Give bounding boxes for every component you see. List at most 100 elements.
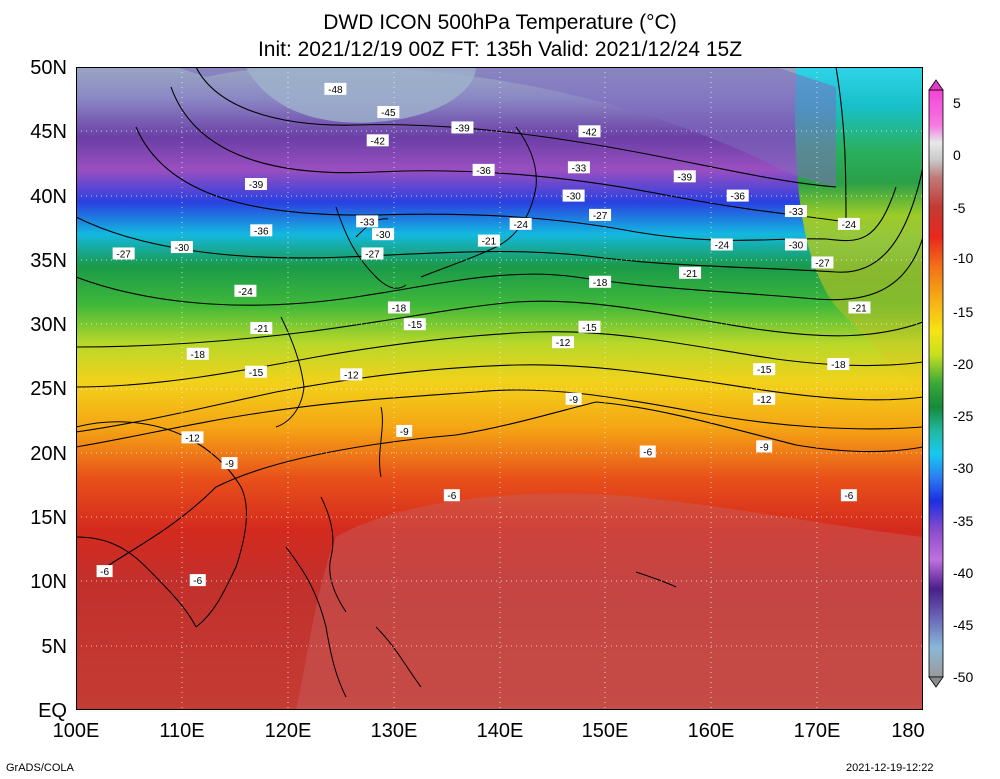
contour-label-text: -21	[852, 303, 867, 314]
colorbar-label: -5	[953, 200, 966, 216]
lat-label-40n: 40N	[30, 186, 67, 208]
tropical-warm-region	[296, 493, 923, 710]
contour-label: -21	[250, 322, 273, 335]
contour-label: -33	[567, 161, 590, 174]
contour-label-text: -36	[730, 192, 745, 203]
contour-label-text: -15	[249, 368, 264, 379]
contour-label: -15	[244, 365, 267, 379]
contour-label: -9	[221, 457, 238, 470]
colorbar-bottom-arrow	[928, 676, 944, 688]
contour-label-text: -15	[408, 320, 423, 331]
contour-label: -30	[372, 228, 395, 241]
coldest-pool	[246, 67, 476, 123]
contour-labels: -48-45-42-39 -42-36 -33-39-39-36-30-33-27-…	[96, 82, 871, 587]
contour-label: -6	[840, 489, 857, 502]
lat-label-15n: 15N	[30, 507, 67, 529]
contour-label: -15	[578, 320, 601, 334]
contour-label: -21	[679, 266, 702, 280]
lon-label-180: 180	[891, 720, 925, 742]
contour-label-text: -21	[254, 324, 269, 335]
contour-label-text: -21	[683, 269, 698, 280]
colorbar-label: -40	[953, 565, 974, 581]
contour-label-text: -6	[100, 567, 109, 578]
colorbar-label: -15	[953, 304, 974, 320]
contour-label: -45	[377, 106, 400, 119]
contour-label: -21	[477, 234, 500, 248]
contour-label: -24	[710, 238, 733, 251]
contour-label-text: -24	[715, 240, 730, 251]
colorbar-label: -25	[953, 408, 974, 424]
contour-label-text: -6	[643, 448, 652, 459]
lon-label-150e: 150E	[581, 720, 629, 742]
lat-label-25n: 25N	[30, 378, 67, 400]
color-bar	[928, 79, 944, 688]
lon-label-140e: 140E	[476, 720, 524, 742]
colorbar-label: -50	[953, 669, 974, 685]
contour-label: -27	[112, 247, 135, 260]
lat-label-10n: 10N	[30, 571, 67, 593]
contour-label: -9	[396, 424, 413, 438]
contour-label: -12	[552, 336, 575, 349]
map-frame	[76, 67, 923, 710]
footer-timestamp: 2021-12-19-12:22	[846, 762, 934, 774]
contour-label: -27	[811, 256, 834, 269]
contour-label-text: -36	[476, 166, 491, 177]
contour-label-text: -12	[757, 395, 772, 406]
contour-label-text: -27	[593, 211, 608, 222]
contour-label-text: -24	[513, 220, 528, 231]
contour-label: -18	[827, 358, 850, 371]
map-subtitle: Init: 2021/12/19 00Z FT: 135h Valid: 202…	[257, 38, 743, 61]
contour-label: -12	[340, 368, 363, 381]
lat-label-5n: 5N	[41, 636, 67, 658]
contour-label-text: -42	[371, 136, 386, 147]
contour-label-text: -27	[116, 249, 131, 260]
contour-label: -18	[387, 301, 410, 314]
contour-label: -33	[784, 205, 807, 218]
contour-label: -21	[848, 301, 871, 314]
contour-label-text: -30	[566, 192, 581, 203]
contour-label-text: -33	[572, 163, 587, 174]
contour-label-text: -15	[757, 365, 772, 376]
lon-label-100e: 100E	[52, 720, 100, 742]
contour-label: -9	[756, 440, 773, 453]
contour-label: -30	[562, 189, 585, 203]
colorbar-top-arrow	[928, 79, 944, 91]
contour-label-text: -27	[365, 249, 380, 260]
contour-label: -36	[726, 189, 749, 203]
contour-label-text: -18	[593, 278, 608, 289]
contour-label: -39	[451, 121, 474, 134]
lat-label-35n: 35N	[30, 250, 67, 272]
contour-label-text: -9	[225, 459, 234, 470]
contour-label-text: -6	[844, 491, 853, 502]
contour-label: -6	[443, 489, 460, 502]
contour-label: -15	[403, 318, 426, 331]
contour-label-text: -39	[678, 172, 693, 183]
lon-label-170e: 170E	[793, 720, 841, 742]
contour-label: -18	[589, 275, 612, 289]
contour-label-text: -9	[569, 395, 578, 406]
contour-label-text: -33	[789, 207, 804, 218]
isotherm-lines	[76, 67, 923, 568]
lon-label-110e: 110E	[159, 720, 205, 742]
colorbar-label: 0	[953, 147, 961, 163]
contour-label: -27	[361, 247, 384, 260]
contour-label-text: -18	[831, 360, 846, 371]
contour-label-text: -12	[344, 370, 359, 381]
contour-label: -39	[244, 178, 267, 191]
colorbar-label: -20	[953, 356, 974, 372]
contour-label: -9	[565, 392, 582, 406]
contour-label-text: -15	[582, 323, 597, 334]
contour-label-text: -9	[400, 427, 409, 438]
lat-label-30n: 30N	[30, 314, 67, 336]
contour-label: -36	[472, 163, 495, 177]
contour-label: -33	[356, 215, 379, 228]
contour-label: -42	[366, 134, 389, 147]
contour-label-text: -39	[249, 180, 264, 191]
contour-label-text: -27	[815, 258, 830, 269]
contour-label: -27	[589, 208, 612, 222]
contour-label-text: -45	[381, 108, 396, 119]
contour-label: -24	[837, 217, 860, 231]
contour-label-text: -39	[455, 123, 470, 134]
contour-label: -6	[639, 445, 656, 459]
contour-label-text: -12	[556, 338, 571, 349]
